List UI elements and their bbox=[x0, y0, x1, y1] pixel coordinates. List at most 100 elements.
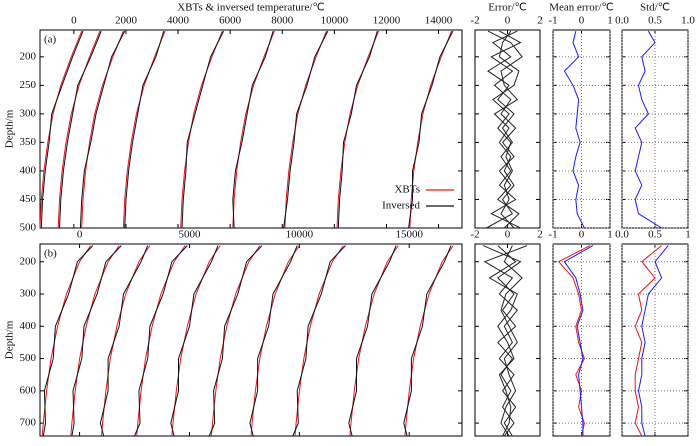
x-tick-label: 0 bbox=[505, 15, 511, 27]
profile-line bbox=[249, 245, 298, 437]
profile-line bbox=[294, 245, 344, 437]
profile-line bbox=[232, 30, 275, 229]
x-tick-label: 0 bbox=[71, 15, 77, 27]
y-axis-label: Depth/m bbox=[4, 320, 16, 359]
profile-line bbox=[337, 30, 378, 229]
x-tick-label: 0.5 bbox=[648, 229, 662, 241]
x-tick-label: 0 bbox=[505, 229, 511, 241]
x-tick-label: 12000 bbox=[373, 15, 401, 27]
y-tick-label: 500 bbox=[20, 222, 37, 234]
y-tick-label: 350 bbox=[20, 136, 37, 148]
profile-line bbox=[124, 30, 165, 229]
x-tick-label: 8000 bbox=[271, 15, 294, 27]
plot-frame bbox=[39, 29, 463, 229]
profile-line bbox=[232, 30, 274, 229]
profile-line bbox=[70, 245, 120, 437]
profile-line bbox=[563, 245, 594, 436]
profile-line bbox=[101, 245, 151, 437]
profile-line bbox=[486, 30, 523, 229]
legend-label: Inversed bbox=[382, 200, 420, 212]
profile-line bbox=[210, 245, 261, 437]
profile-line bbox=[59, 30, 102, 229]
profile-line bbox=[336, 30, 380, 229]
x-tick-label: 2 bbox=[537, 229, 543, 241]
profile-line bbox=[171, 245, 221, 437]
profile-line bbox=[122, 30, 166, 229]
profile-line bbox=[170, 245, 219, 437]
plot-frame bbox=[474, 29, 541, 229]
profile-line bbox=[134, 245, 188, 437]
profile-line bbox=[487, 30, 521, 229]
x-tick-label: 0.5 bbox=[648, 15, 662, 27]
x-tick-label: 6000 bbox=[219, 15, 242, 27]
y-tick-label: 600 bbox=[20, 384, 37, 396]
panel-label: (b) bbox=[44, 248, 57, 260]
x-tick-label: 15000 bbox=[396, 229, 424, 241]
profile-line bbox=[180, 30, 223, 229]
x-tick-label: 5000 bbox=[178, 229, 201, 241]
profile-line bbox=[492, 30, 520, 229]
profile-line bbox=[490, 30, 522, 229]
axis-title: XBTs & inversed temperature/℃ bbox=[177, 2, 325, 14]
profile-line bbox=[348, 245, 397, 437]
x-tick-label: 0 bbox=[77, 229, 83, 241]
axis-title: Error/℃ bbox=[488, 2, 527, 14]
profile-line bbox=[409, 30, 453, 229]
x-tick-label: -1 bbox=[548, 15, 557, 27]
y-tick-label: 200 bbox=[20, 50, 37, 62]
profile-line bbox=[637, 245, 669, 437]
y-tick-label: 300 bbox=[20, 288, 37, 300]
profile-line bbox=[136, 245, 186, 437]
x-tick-label: 1 bbox=[607, 229, 613, 241]
profile-line bbox=[403, 245, 452, 437]
profile-line bbox=[563, 30, 585, 229]
x-tick-label: -2 bbox=[470, 229, 479, 241]
profile-line bbox=[292, 245, 346, 437]
y-tick-label: 450 bbox=[20, 193, 37, 205]
x-tick-label: 10000 bbox=[321, 15, 349, 27]
axis-title: Std/℃ bbox=[640, 2, 670, 14]
plot-frame bbox=[474, 243, 541, 437]
profile-line bbox=[57, 30, 101, 229]
y-tick-label: 700 bbox=[20, 417, 37, 429]
profile-line bbox=[634, 245, 662, 437]
profile-line bbox=[181, 30, 225, 229]
profile-line bbox=[250, 245, 300, 437]
profile-line bbox=[488, 245, 518, 437]
x-tick-label: 4000 bbox=[167, 15, 190, 27]
profile-line bbox=[40, 30, 84, 229]
y-tick-label: 500 bbox=[20, 352, 37, 364]
x-tick-label: 10000 bbox=[286, 229, 314, 241]
profile-line bbox=[42, 245, 94, 437]
profile-line bbox=[482, 245, 522, 437]
profile-line bbox=[404, 245, 454, 437]
x-tick-label: -1 bbox=[548, 229, 557, 241]
y-axis-label: Depth/m bbox=[4, 109, 16, 148]
x-tick-label: 1 bbox=[685, 229, 691, 241]
profile-line bbox=[99, 245, 149, 437]
legend-label: XBTs bbox=[394, 184, 420, 196]
x-tick-label: -2 bbox=[470, 15, 479, 27]
y-tick-label: 300 bbox=[20, 107, 37, 119]
x-tick-label: 1.0 bbox=[681, 15, 695, 27]
x-tick-label: 0.0 bbox=[615, 15, 629, 27]
y-tick-label: 200 bbox=[20, 255, 37, 267]
x-tick-label: 2000 bbox=[115, 15, 138, 27]
profile-line bbox=[557, 245, 591, 437]
profile-line bbox=[500, 245, 523, 437]
profile-line bbox=[79, 30, 126, 229]
profile-line bbox=[81, 30, 124, 229]
x-tick-label: 1 bbox=[607, 15, 613, 27]
profile-line bbox=[349, 245, 399, 437]
profile-line bbox=[408, 30, 454, 229]
profile-line bbox=[483, 245, 528, 437]
panel-label: (a) bbox=[44, 34, 57, 46]
y-tick-label: 400 bbox=[20, 320, 37, 332]
profile-line bbox=[283, 30, 329, 229]
profile-line bbox=[634, 30, 662, 229]
x-tick-label: 0 bbox=[579, 229, 585, 241]
x-tick-label: 14000 bbox=[425, 15, 453, 27]
x-tick-label: 0.0 bbox=[615, 229, 629, 241]
x-tick-label: 0 bbox=[579, 15, 585, 27]
